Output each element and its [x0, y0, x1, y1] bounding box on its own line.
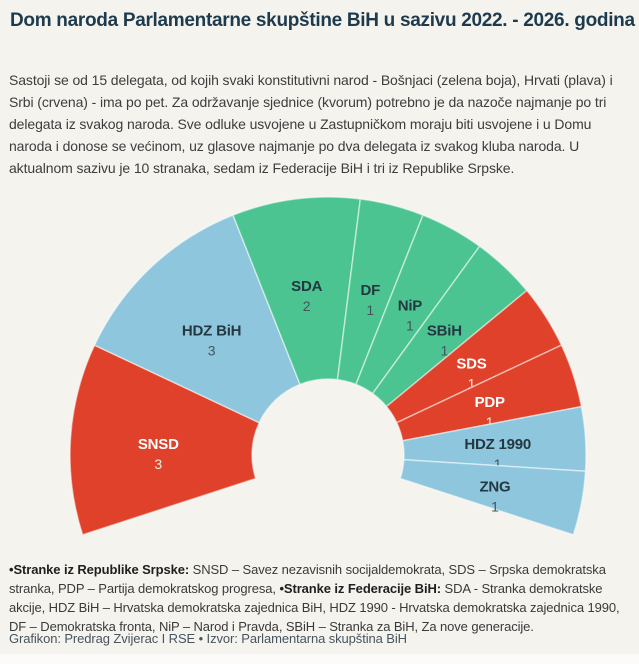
segment-value-SNSD: 3	[154, 456, 162, 472]
segment-value-PDP: 1	[486, 414, 494, 430]
segment-value-HDZ-1990: 1	[494, 456, 502, 472]
segment-value-SDA: 2	[303, 298, 311, 314]
segment-label-HDZ-1990: HDZ 1990	[464, 436, 531, 453]
segment-label-NiP: NiP	[398, 298, 423, 315]
footnote-segment: SDA - Stranka demokratske akcije, HDZ Bi…	[9, 581, 620, 634]
segment-value-NiP: 1	[406, 318, 414, 334]
segment-label-DF: DF	[360, 282, 380, 299]
chart-segment-HDZ-BiH[interactable]	[93, 214, 301, 424]
chart-segment-SNSD[interactable]	[69, 344, 260, 536]
segment-label-SBiH: SBiH	[427, 323, 462, 340]
segment-value-DF: 1	[366, 302, 374, 318]
segment-value-HDZ-BiH: 3	[208, 343, 216, 359]
footnote-segment: SNSD – Savez nezavisnih socijaldemokrata…	[9, 562, 606, 596]
credit-line: Grafikon: Predrag Zvijerac I RSE • Izvor…	[9, 631, 407, 646]
segment-value-ZNG: 1	[491, 498, 499, 514]
segment-label-SNSD: SNSD	[138, 436, 179, 453]
bottom-strip	[0, 654, 639, 664]
footnote-heading-segment: •Stranke iz Republike Srpske:	[9, 562, 190, 577]
segment-label-HDZ-BiH: HDZ BiH	[182, 323, 241, 340]
intro-text: Sastoji se od 15 delegata, od kojih svak…	[9, 72, 613, 176]
page-title: Dom naroda Parlamentarne skupštine BiH u…	[10, 10, 635, 31]
footnote-heading-segment: •Stranke iz Federacije BiH:	[279, 581, 441, 596]
segment-value-SBiH: 1	[441, 343, 449, 359]
segment-value-SDS: 1	[468, 375, 476, 391]
segment-label-SDA: SDA	[291, 278, 322, 295]
chart-segment-ZNG[interactable]	[399, 459, 587, 536]
segment-label-PDP: PDP	[475, 394, 505, 411]
chart-segment-SDA[interactable]	[232, 196, 362, 386]
segment-label-ZNG: ZNG	[479, 478, 510, 495]
footnote: •Stranke iz Republike Srpske: SNSD – Sav…	[9, 560, 634, 636]
segment-label-SDS: SDS	[456, 355, 486, 372]
